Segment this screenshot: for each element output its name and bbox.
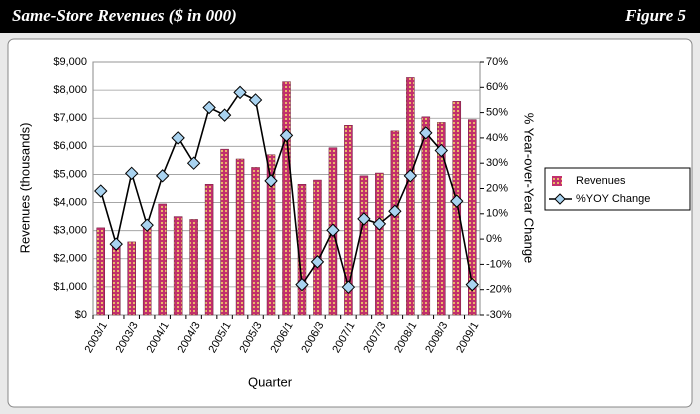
- line-marker: [171, 131, 185, 145]
- chart: Quarter Revenues (thousands) % Year-over…: [7, 38, 693, 408]
- bar: [437, 122, 446, 316]
- line-marker: [264, 174, 278, 188]
- legend-marker: [554, 193, 566, 205]
- line-marker: [450, 194, 464, 208]
- legend-label: %YOY Change: [576, 193, 650, 205]
- line-marker: [403, 169, 418, 183]
- line-marker: [465, 277, 479, 292]
- bar: [468, 119, 477, 316]
- line-marker: [109, 237, 123, 251]
- y2-tick-label: -20%: [486, 284, 512, 296]
- bar: [421, 116, 431, 316]
- bar: [375, 172, 384, 316]
- bar: [189, 219, 198, 316]
- y2-tick-label: 50%: [486, 107, 508, 119]
- line-marker: [217, 108, 232, 122]
- bar: [313, 179, 322, 316]
- y2-tick-label: 10%: [486, 208, 508, 220]
- y-tick-label: $5,000: [53, 168, 87, 180]
- chart-title: Same-Store Revenues ($ in 000): [12, 6, 237, 25]
- y-tick-label: $8,000: [53, 84, 87, 96]
- line-marker: [233, 85, 247, 100]
- line-marker: [202, 100, 216, 115]
- legend-swatch: [552, 176, 562, 186]
- bar: [266, 154, 276, 316]
- header: Same-Store Revenues ($ in 000) Figure 5: [0, 0, 700, 33]
- y2-tick-label: 60%: [486, 81, 508, 93]
- bar: [220, 148, 229, 316]
- y-tick-label: $6,000: [53, 140, 87, 152]
- bar: [297, 184, 307, 316]
- bar: [158, 203, 167, 316]
- x-axis-label: Quarter: [248, 374, 293, 389]
- line-marker: [124, 166, 139, 181]
- y-tick-label: $0: [75, 309, 87, 321]
- line-marker: [94, 184, 108, 198]
- line-marker: [357, 212, 371, 226]
- y2-tick-label: 20%: [486, 182, 508, 194]
- bar: [111, 244, 121, 316]
- line-marker: [388, 204, 402, 218]
- y2-tick-label: -30%: [486, 309, 512, 321]
- line-marker: [279, 128, 294, 143]
- bar: [96, 227, 105, 316]
- line-marker: [155, 169, 170, 183]
- line-marker: [434, 143, 449, 158]
- y2-tick-label: -10%: [486, 258, 512, 270]
- line-marker: [419, 126, 433, 140]
- y-tick-label: $1,000: [53, 281, 87, 293]
- bar: [204, 184, 214, 316]
- bar: [452, 101, 462, 316]
- bar: [344, 125, 353, 316]
- line-marker: [140, 218, 154, 232]
- y-tick-label: $3,000: [53, 225, 87, 237]
- line-marker: [186, 156, 201, 170]
- y2-tick-label: 30%: [486, 157, 508, 169]
- bar: [142, 224, 152, 316]
- bar: [390, 130, 400, 316]
- bar: [406, 77, 415, 316]
- y-tick-label: $2,000: [53, 253, 87, 265]
- bar: [282, 81, 291, 316]
- line-marker: [248, 93, 263, 107]
- line-marker: [326, 223, 340, 237]
- y-tick-label: $7,000: [53, 112, 87, 124]
- y-tick-label: $4,000: [53, 196, 87, 208]
- figure-label: Figure 5: [625, 6, 686, 25]
- line-marker: [341, 280, 356, 294]
- bar: [251, 167, 260, 316]
- bar: [173, 216, 183, 316]
- y2-tick-label: 0%: [486, 233, 502, 245]
- bar: [359, 175, 369, 316]
- legend-label: Revenues: [576, 175, 626, 187]
- line-marker: [295, 277, 309, 292]
- line-marker: [310, 255, 325, 269]
- y-tick-label: $9,000: [53, 56, 87, 68]
- bar: [235, 158, 245, 316]
- y2-axis-label: % Year-over-Year Change: [522, 113, 537, 264]
- y-axis-label: Revenues (thousands): [17, 123, 32, 254]
- y2-tick-label: 40%: [486, 132, 508, 144]
- legend-box: [544, 167, 691, 211]
- bar: [127, 241, 136, 316]
- line-marker: [372, 217, 387, 231]
- y2-tick-label: 70%: [486, 56, 508, 68]
